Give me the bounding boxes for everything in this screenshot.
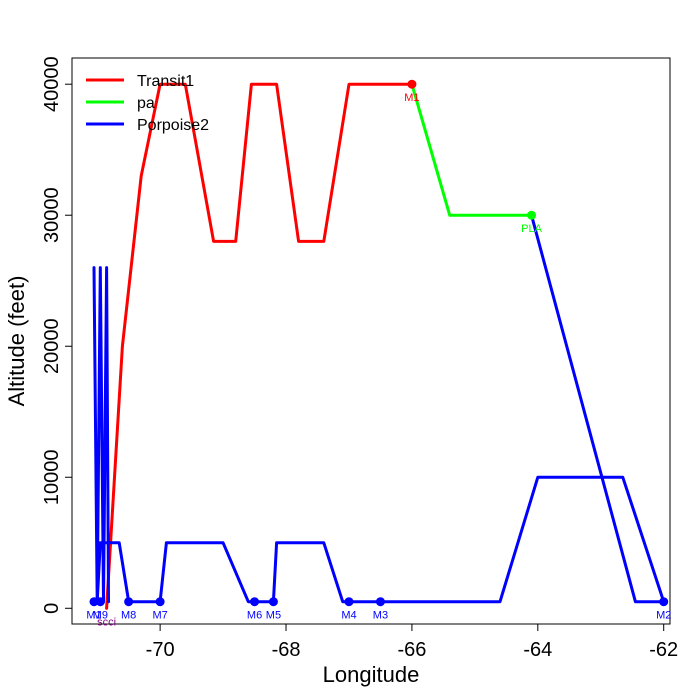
y-tick-label: 30000 — [41, 187, 63, 243]
legend: Transit1 pa Porpoise2 — [86, 73, 209, 134]
waypoint-label: M7 — [152, 610, 167, 622]
series-line-transit1 — [105, 82, 414, 610]
waypoint-label: M4 — [341, 610, 356, 622]
legend-label: Porpoise2 — [137, 117, 209, 134]
waypoint-label: M5 — [266, 610, 281, 622]
plot-box — [71, 57, 671, 625]
waypoint-marker — [268, 597, 278, 607]
x-axis: -70 -68 -66 -64 -62 — [146, 623, 678, 661]
series-line-pa — [410, 82, 533, 217]
waypoint-marker — [375, 597, 385, 607]
waypoint-marker — [659, 597, 669, 607]
waypoint-label: M1 — [404, 92, 419, 104]
waypoint-marker — [124, 597, 134, 607]
legend-label: Transit1 — [137, 73, 194, 90]
waypoint-marker — [89, 597, 99, 607]
y-axis-label: Altitude (feet) — [4, 276, 29, 407]
x-tick-label: -70 — [146, 639, 175, 661]
y-axis: 0 10000 20000 30000 40000 — [41, 56, 73, 614]
waypoint-label: M8 — [121, 610, 136, 622]
waypoint-label: M2 — [656, 610, 671, 622]
y-tick-label: 0 — [41, 603, 63, 614]
waypoint-marker — [250, 597, 260, 607]
x-tick-label: -62 — [649, 639, 678, 661]
y-tick-label: 10000 — [41, 449, 63, 505]
x-axis-label: Longitude — [323, 662, 420, 687]
x-tick-label: -66 — [397, 639, 426, 661]
waypoint-label: M1 — [86, 610, 101, 622]
series-layer — [92, 82, 666, 610]
y-tick-label: 40000 — [41, 56, 63, 112]
waypoint-label: scci — [97, 616, 116, 628]
waypoint-marker — [344, 597, 354, 607]
y-tick-label: 20000 — [41, 318, 63, 374]
x-tick-label: -64 — [523, 639, 552, 661]
waypoint-label: M6 — [247, 610, 262, 622]
waypoint-marker — [527, 210, 537, 220]
waypoint-label: M9 — [93, 610, 108, 622]
waypoint-label: PLA — [521, 223, 542, 235]
waypoint-label: M3 — [373, 610, 388, 622]
legend-label: pa — [137, 95, 155, 112]
waypoint-marker — [95, 597, 105, 607]
x-tick-label: -68 — [272, 639, 301, 661]
waypoint-marker — [155, 597, 165, 607]
series-line-porpoise2 — [92, 213, 666, 604]
waypoint-marker — [407, 79, 417, 89]
